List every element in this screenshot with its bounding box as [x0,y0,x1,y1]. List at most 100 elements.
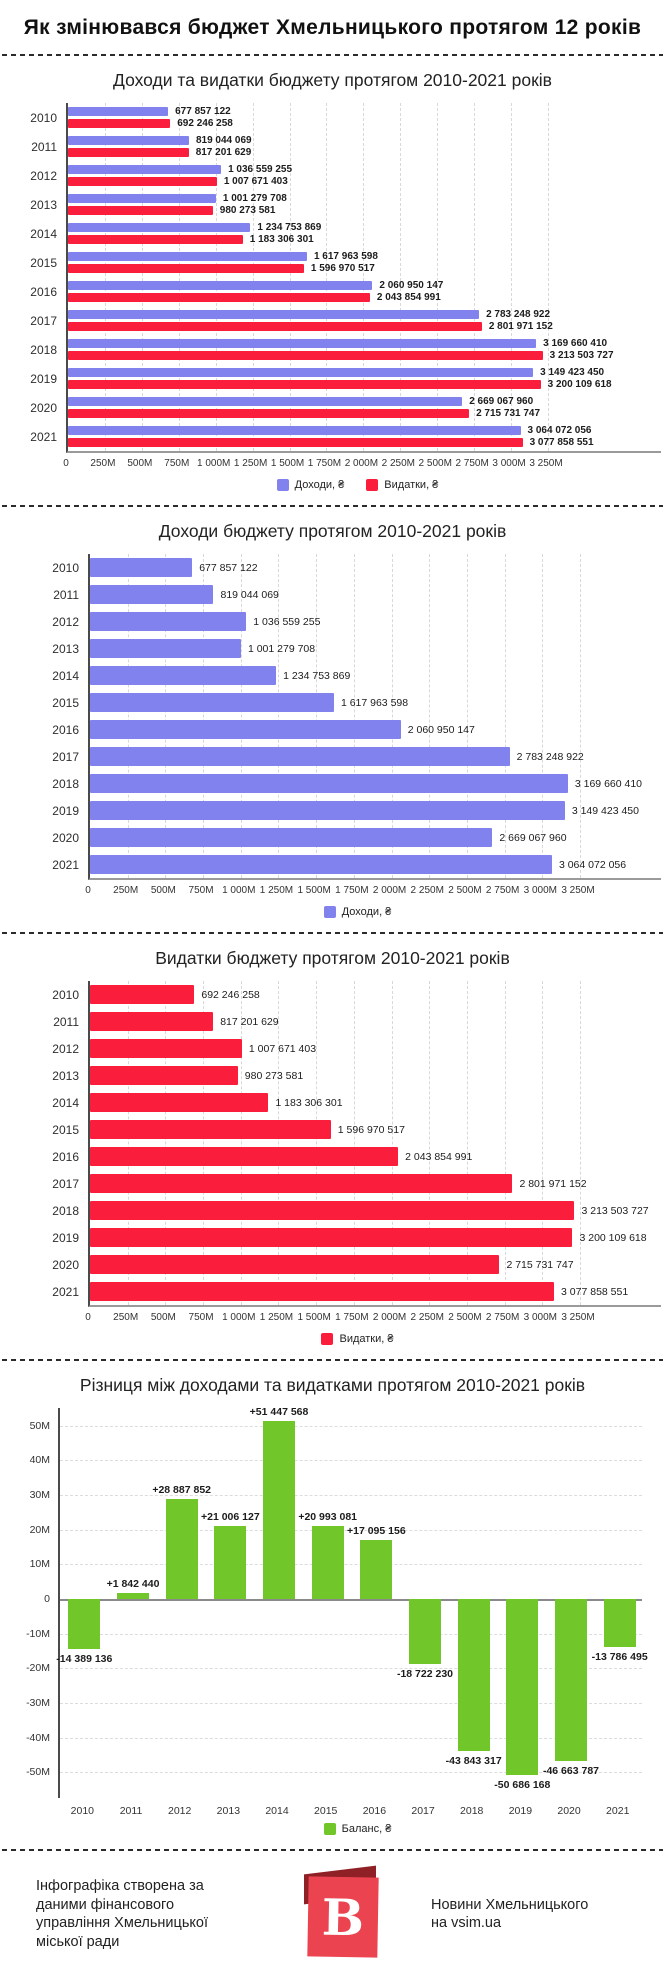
x-tick-label: 1 250M [259,1312,294,1324]
x-tick-label: 2020 [557,1805,581,1818]
y-tick-label: -10M [26,1627,50,1640]
legend-label: Баланс, ₴ [341,1823,392,1836]
bar-group-2012: 1 036 559 255 1 007 671 403 [68,161,661,190]
gridline [240,554,242,879]
gridline [165,554,167,879]
gridline [437,103,439,452]
x-axis: 0 250M 500M 750M 1 000M 1 250M 1 500M 1 750M 2 0… [85,1307,665,1327]
bar-value-label: 1 001 279 708 [222,193,287,205]
bar-value-label: 692 246 258 [201,988,260,1001]
x-tick-label: 2017 [411,1805,435,1818]
bar-value-label: 2 783 248 922 [516,750,584,763]
bar-group-2019: 3 149 423 450 3 200 109 618 [68,364,661,393]
x-tick-label: 2 500M [448,1312,482,1324]
bar-2011 [68,148,189,158]
bar-value-label: 819 044 069 [220,588,279,601]
legend-swatch [276,479,289,492]
year-axis: 2010 2011 2012 2013 2014 2015 2016 2017 2018 2019… [0,554,88,880]
gridline [580,981,581,1306]
bar-value-label: 3 149 423 450 [571,804,639,817]
zero-line [60,1599,642,1601]
year-label: 2019 [52,1230,79,1245]
bar-2010 [68,1599,101,1649]
bar-group-2011: 819 044 069 817 201 629 [68,132,661,161]
x-tick-label: 3 000M [523,1312,557,1324]
bar-2018 [68,339,537,349]
bar-2019 [68,368,534,378]
separator [2,505,663,508]
chart-legend: Доходи, ₴ [0,900,665,930]
bar-value-label: -46 663 787 [542,1764,600,1777]
x-tick-label: 2019 [508,1805,533,1818]
gridline [542,981,544,1306]
bar-2013 [90,639,241,659]
x-axis: 0 250M 500M 750M 1 000M 1 250M 1 500M 1 750M 2 0… [63,453,665,473]
x-tick-label: 2 250M [410,1312,444,1324]
bar-2015 [68,252,307,262]
year-label: 2013 [52,1068,79,1083]
bar-value-label: 3 200 109 618 [547,379,612,391]
bar-2013 [68,194,216,204]
x-tick-label: 250M [113,1312,139,1324]
x-tick-label: 2021 [606,1805,630,1818]
bar-2018 [90,774,568,794]
bar-2015 [68,264,304,274]
legend-item: Баланс, ₴ [323,1823,392,1836]
bar-value-label: +21 006 127 [200,1511,260,1524]
bar-value-label: 1 036 559 255 [253,615,321,628]
x-tick-label: 2 000M [372,885,407,897]
x-tick-label: 250M [113,885,139,897]
year-label: 2014 [30,226,57,241]
bar-2016 [68,293,370,303]
year-label: 2015 [30,255,57,270]
chart-legend: Баланс, ₴ [0,1817,665,1847]
gridline [504,981,506,1306]
year-label: 2017 [52,1176,79,1191]
gridline [466,981,468,1306]
bar-value-label: 2 715 731 747 [506,1258,574,1271]
bar-2019 [90,1228,573,1248]
legend-swatch [323,1823,336,1836]
x-tick-label: 750M [188,885,214,897]
bar-group-2020: 2 669 067 960 [90,824,661,851]
year-label: 2018 [30,342,57,357]
chart-expense: Видатки бюджету протягом 2010-2021 років… [0,948,665,1359]
x-tick-label: 1 250M [259,885,294,897]
bar-2017 [68,322,482,332]
gridline [203,981,205,1306]
year-label: 2012 [30,168,57,183]
bar-2016 [68,281,373,291]
bar-2020 [90,828,493,848]
bar-group-2012: 1 007 671 403 [90,1035,661,1062]
x-tick-label: 2013 [216,1805,241,1818]
x-tick-label: 2016 [362,1805,387,1818]
plot-area: 692 246 258 817 201 629 1 007 671 403 980 2… [88,981,661,1308]
chart-title: Доходи та видатки бюджету протягом 2010-… [113,70,552,91]
y-tick-label: 50M [29,1419,50,1432]
gridline [511,103,513,452]
bar-2015 [90,1120,331,1140]
plot-area: 677 857 122 819 044 069 1 036 559 255 1 001… [88,554,661,881]
bar-value-label: 2 669 067 960 [499,831,567,844]
legend-label: Видатки, ₴ [384,479,439,492]
bar-2015 [311,1526,344,1599]
y-tick-label: -30M [26,1697,50,1709]
bar-2021 [90,855,552,875]
bar-group-2017: 2 783 248 922 2 801 971 152 [68,306,661,335]
gridline [429,554,431,879]
separator [2,1849,663,1852]
vsim-logo-icon: В [299,1865,383,1961]
bar-value-label: 3 077 858 551 [561,1285,629,1298]
legend-item: Видатки, ₴ [366,479,439,492]
bar-value-label: 1 007 671 403 [248,1042,317,1055]
x-tick-label: 2010 [70,1805,95,1818]
bar-2012 [90,1039,242,1059]
year-label: 2012 [52,614,79,629]
gridline [60,1425,642,1427]
x-axis: 0 250M 500M 750M 1 000M 1 250M 1 500M 1 750M 2 0… [85,880,665,900]
bar-2010 [68,119,171,129]
y-tick-label: 20M [29,1523,50,1536]
bar-value-label: 817 201 629 [195,147,252,159]
source-line1: Новини Хмельницького [431,1896,589,1913]
bar-value-label: 677 857 122 [199,561,258,574]
